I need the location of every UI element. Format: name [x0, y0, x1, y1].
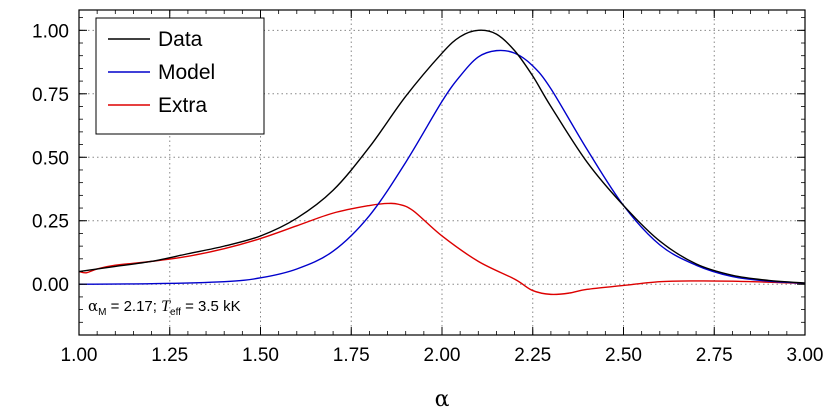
- y-tick-label: 0.75: [32, 85, 69, 106]
- x-tick-label: 1.00: [61, 345, 98, 366]
- series-line-extra: [78, 202, 806, 296]
- series-line-data: [78, 29, 806, 284]
- legend-box: [95, 17, 265, 135]
- y-tick-label: 1.00: [32, 21, 69, 42]
- x-tick-label: 2.50: [605, 345, 642, 366]
- y-tick-label: 0.00: [32, 275, 69, 296]
- x-tick-label: 1.25: [151, 345, 188, 366]
- series-line-model: [78, 49, 806, 285]
- x-tick-label: 2.75: [696, 345, 733, 366]
- x-axis-label: α: [435, 387, 450, 412]
- annotation-alpha-subscript: M: [98, 307, 106, 318]
- axis-ticks: [78, 10, 806, 336]
- x-tick-label: 2.25: [514, 345, 551, 366]
- y-tick-labels: 0.00 0.25 0.50 0.75 1.00: [32, 21, 69, 296]
- x-tick-label: 1.75: [333, 345, 370, 366]
- annotation-teff-symbol: T: [161, 298, 171, 315]
- legend: Data Model Extra: [95, 17, 265, 135]
- annotation-alpha-value: = 2.17;: [106, 298, 161, 315]
- annotation-alpha-symbol: α: [88, 297, 98, 315]
- x-tick-labels: 1.00 1.25 1.50 1.75 2.00 2.25 2.50 2.75 3.00: [61, 345, 824, 366]
- legend-label-model: Model: [158, 61, 215, 84]
- y-tick-label: 0.25: [32, 212, 69, 233]
- fit-parameters-annotation: αM = 2.17; Teff = 3.5 kK: [88, 297, 241, 318]
- annotation-teff-value: = 3.5 kK: [181, 298, 241, 315]
- annotation-teff-subscript: eff: [170, 307, 181, 318]
- x-tick-label: 3.00: [787, 345, 824, 366]
- x-tick-label: 1.50: [242, 345, 279, 366]
- series-layer: [78, 29, 806, 296]
- legend-label-data: Data: [158, 28, 203, 51]
- x-tick-label: 2.00: [424, 345, 461, 366]
- y-tick-label: 0.50: [32, 148, 69, 169]
- legend-label-extra: Extra: [158, 94, 207, 117]
